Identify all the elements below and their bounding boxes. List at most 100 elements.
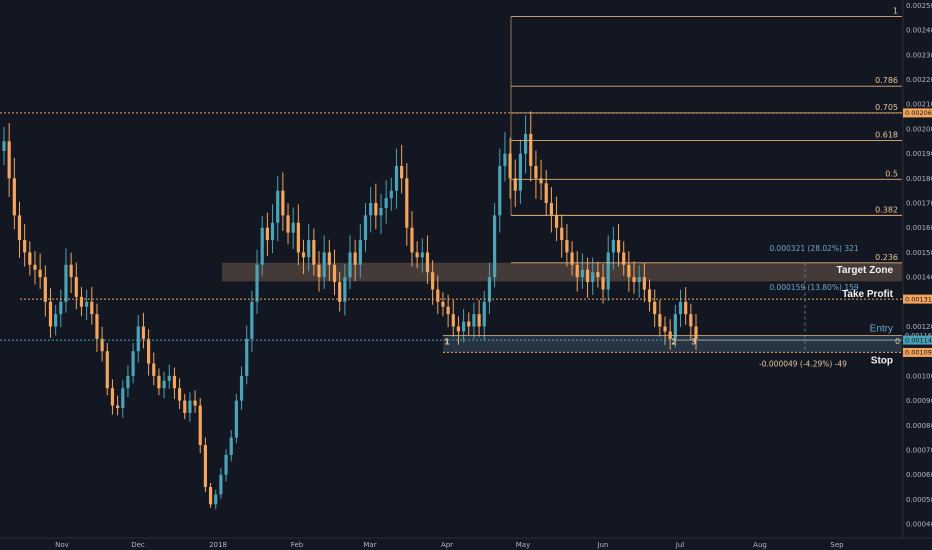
stop-label: Stop bbox=[871, 355, 893, 366]
current-price-tag-bg bbox=[903, 335, 932, 345]
candle-body bbox=[570, 252, 574, 265]
candle-body bbox=[446, 306, 450, 315]
candle-body bbox=[591, 272, 595, 283]
candle-body bbox=[131, 351, 135, 376]
candle-body bbox=[389, 190, 393, 199]
fib-label: 0.5 bbox=[885, 169, 898, 178]
candle-body bbox=[523, 133, 528, 154]
candle-body bbox=[332, 264, 337, 283]
fib-label: 0.236 bbox=[875, 253, 898, 262]
price-tick-label: 0.001200 bbox=[906, 323, 932, 331]
candle-body bbox=[307, 240, 311, 258]
candle-body bbox=[343, 277, 347, 302]
wave-label: 1 bbox=[444, 337, 450, 346]
candle-body bbox=[534, 165, 538, 179]
candle-body bbox=[7, 141, 11, 179]
time-tick-label: Mar bbox=[363, 541, 376, 549]
price-tick-label: 0.000700 bbox=[906, 446, 932, 454]
candle-body bbox=[286, 215, 290, 233]
time-tick-label: 2018 bbox=[209, 541, 227, 549]
stop-price-tag-bg bbox=[903, 347, 932, 357]
candle-body bbox=[436, 289, 440, 302]
candle-body bbox=[183, 400, 187, 413]
candle-body bbox=[245, 338, 249, 376]
candle-body bbox=[358, 240, 362, 265]
candle-body bbox=[79, 296, 84, 307]
candle-body bbox=[394, 165, 399, 191]
candle-body bbox=[126, 375, 130, 389]
candle-body bbox=[28, 252, 32, 265]
fib-label: 0.618 bbox=[875, 131, 898, 140]
candle-body bbox=[441, 301, 445, 307]
time-tick-label: Jun bbox=[597, 541, 609, 549]
price-tick-label: 0.000600 bbox=[906, 471, 932, 479]
fib-label: 0.786 bbox=[875, 76, 898, 85]
candle-body bbox=[425, 252, 430, 273]
price-axis[interactable]: 0.002500 0.002400 0.002300 0.002200 0.002100… bbox=[902, 0, 932, 538]
candle-body bbox=[152, 363, 156, 376]
candle-body bbox=[405, 178, 409, 228]
target-zone-label: Target Zone bbox=[837, 265, 894, 276]
candle-body bbox=[647, 289, 652, 302]
price-tick-label: 0.000900 bbox=[906, 397, 932, 405]
price-tick-label: 0.002400 bbox=[906, 27, 932, 35]
candle-body bbox=[642, 277, 646, 290]
time-tick-label: May bbox=[516, 541, 530, 549]
levels-layer bbox=[0, 16, 902, 353]
candle-body bbox=[162, 380, 166, 389]
price-tick-label: 0.002100 bbox=[906, 101, 932, 109]
price-tick-label: 0.000500 bbox=[906, 496, 932, 504]
candle-body bbox=[477, 314, 481, 327]
candle-body bbox=[472, 314, 476, 327]
candle-body bbox=[270, 222, 275, 241]
time-tick-label: Feb bbox=[291, 541, 304, 549]
price-tick-label: 0.001700 bbox=[906, 200, 932, 208]
candle-body bbox=[250, 301, 254, 339]
candle-body bbox=[110, 388, 115, 406]
price-tick-label: 0.001000 bbox=[906, 372, 932, 380]
candle-body bbox=[627, 264, 631, 278]
candle-body bbox=[229, 437, 233, 455]
candle-body bbox=[177, 388, 182, 401]
candle-body bbox=[214, 494, 218, 505]
candle-body bbox=[54, 314, 58, 327]
candle-body bbox=[580, 269, 584, 278]
price-tick-label: 0.002300 bbox=[906, 51, 932, 59]
candle-body bbox=[684, 301, 688, 315]
time-tick-label: Jul bbox=[675, 541, 685, 549]
candle-body bbox=[146, 338, 151, 364]
candle-body bbox=[565, 240, 569, 253]
time-axis[interactable]: Nov Dec 2018 Feb Mar Apr May Jun Jul Aug Sep bbox=[0, 537, 932, 549]
candle-body bbox=[239, 375, 244, 401]
candle-body bbox=[260, 227, 264, 265]
candle-body bbox=[431, 272, 435, 290]
candle-body bbox=[420, 252, 424, 258]
candle-body bbox=[224, 454, 228, 475]
candle-body bbox=[203, 445, 208, 488]
candle-body bbox=[539, 178, 543, 184]
current-price-tag: 0.001145 bbox=[905, 336, 932, 344]
candle-body bbox=[116, 405, 120, 408]
price-tick-label: 0.002500 bbox=[906, 2, 932, 10]
measure-up-text: 0.000321 (28.02%) 321 bbox=[769, 244, 859, 253]
price-tick-label: 0.000800 bbox=[906, 422, 932, 430]
time-tick-label: Aug bbox=[753, 541, 767, 549]
candle-body bbox=[560, 227, 564, 241]
candle-body bbox=[193, 400, 197, 406]
candle-body bbox=[23, 240, 27, 253]
candle-body bbox=[513, 178, 517, 191]
time-tick-label: Dec bbox=[131, 541, 145, 549]
candle-body bbox=[415, 252, 419, 258]
candle-body bbox=[456, 326, 461, 332]
price-tick-label: 0.001400 bbox=[906, 274, 932, 282]
candle-body bbox=[234, 400, 238, 438]
candle-body bbox=[136, 326, 140, 352]
candle-body bbox=[544, 183, 548, 204]
candle-body bbox=[105, 351, 109, 389]
entry-label: Entry bbox=[870, 323, 893, 334]
candle-body bbox=[585, 269, 590, 283]
candle-body bbox=[74, 277, 78, 297]
candle-body bbox=[673, 314, 677, 339]
